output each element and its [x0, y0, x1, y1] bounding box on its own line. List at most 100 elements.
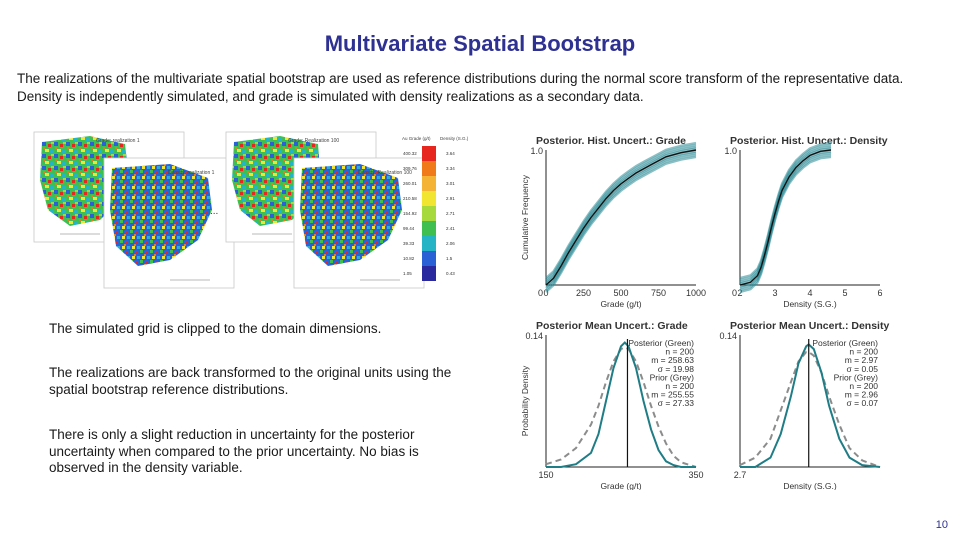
legend-density-value: 0.43 [446, 271, 455, 276]
legend-density-value: 1.5 [446, 256, 453, 261]
realization-cdf-line [739, 147, 832, 285]
realization-cdf-line [739, 145, 832, 284]
posterior-legend-title: Posterior (Green) [812, 338, 878, 348]
realization-cdf-line [739, 155, 832, 294]
bullet-back-transform: The realizations are back transformed to… [49, 365, 452, 397]
legend-color-swatch [422, 236, 436, 251]
x-tick-label: 4 [807, 288, 812, 298]
y-axis-label: Probability Density [520, 365, 530, 436]
legend-grade-value: 210.58 [403, 196, 417, 201]
page-number: 10 [935, 519, 948, 531]
legend-grade-value: 10.82 [403, 256, 415, 261]
x-tick-label: 6 [877, 288, 882, 298]
bullet-uncertainty-reduction: There is only a slight reduction in unce… [49, 427, 419, 475]
x-tick-label: 250 [576, 288, 591, 298]
density-realization-100-label: Density: Realization 100 [358, 170, 412, 176]
chart-2: Posterior. Hist. Uncert.: Density 2 3 4 5 6 0 1… [724, 135, 887, 309]
density-domain-map-100 [300, 164, 402, 266]
x-tick-label: 3 [772, 288, 777, 298]
x-axis-label: Density (S.G.) [783, 299, 837, 309]
bullet-clipped-grid: The simulated grid is clipped to the dom… [49, 321, 382, 336]
posterior-mean: m = 258.63 [651, 355, 694, 365]
x-tick-label: 750 [651, 288, 666, 298]
x-tick-label: 2 [737, 288, 742, 298]
y-tick-label: 1.0 [530, 146, 543, 156]
x-tick-label: 1000 [686, 288, 706, 298]
y-tick-label: 1.0 [724, 146, 737, 156]
realization-cdf-line [545, 150, 697, 288]
legend-color-swatch [422, 266, 436, 281]
realization-maps-figure: Grade: realization 1 Density: realizatio… [33, 131, 469, 289]
posterior-n: n = 200 [665, 347, 694, 357]
prior-sigma: σ = 0.07 [847, 398, 879, 408]
x-axis-label: Grade (g/t) [600, 299, 641, 309]
chart-3: Posterior Mean Uncert.: Grade 150 350 0.14 G… [520, 320, 704, 490]
x-axis-label: Grade (g/t) [600, 481, 641, 490]
legend-grade-value: 309.76 [403, 166, 417, 171]
ellipsis: ... [210, 206, 218, 217]
legend-grade-value: 400.32 [403, 151, 417, 156]
prior-legend-title: Prior (Grey) [834, 372, 879, 382]
prior-density-line [545, 346, 697, 468]
legend-density-value: 2.71 [446, 211, 455, 216]
chart-4: Posterior Mean Uncert.: Density 2.7 0.14 De… [719, 320, 889, 490]
realization-cdf-line [739, 150, 832, 288]
prior-sigma: σ = 27.33 [658, 398, 694, 408]
legend-density-value: 2.06 [446, 241, 455, 246]
posterior-legend-title: Posterior (Green) [628, 338, 694, 348]
prior-n: n = 200 [849, 381, 878, 391]
chart-title: Posterior. Hist. Uncert.: Grade [536, 135, 686, 147]
legend-grade-value: 99.44 [403, 226, 415, 231]
legend-color-swatch [422, 161, 436, 176]
legend-color-swatch [422, 146, 436, 161]
y-tick-label: 0 [538, 288, 543, 298]
legend-color-swatch [422, 251, 436, 266]
y-tick-label: 0.14 [525, 331, 543, 341]
prior-legend-title: Prior (Grey) [650, 372, 695, 382]
legend-grade-value: 260.01 [403, 181, 417, 186]
density-realization-1-panel: Density: realization 1 [103, 157, 235, 289]
y-tick-label: 0 [732, 288, 737, 298]
posterior-density-line [546, 341, 696, 468]
legend-header-grade: Au Grade (g/t) [402, 136, 431, 141]
realization-cdf-line [739, 141, 832, 280]
legend-color-swatch [422, 221, 436, 236]
chart-title: Posterior. Hist. Uncert.: Density [730, 135, 888, 147]
intro-paragraph: The realizations of the multivariate spa… [17, 71, 904, 104]
realization-cdf-line [739, 143, 832, 282]
chart-title: Posterior Mean Uncert.: Density [730, 320, 889, 332]
legend-density-value: 2.91 [446, 196, 455, 201]
prior-mean: m = 2.96 [845, 390, 879, 400]
x-tick-label: 5 [842, 288, 847, 298]
slide-title: Multivariate Spatial Bootstrap [324, 31, 636, 56]
x-tick-label: 0 [543, 288, 548, 298]
legend-density-value: 3.64 [446, 151, 455, 156]
realization-cdf-line [739, 151, 832, 290]
posterior-n: n = 200 [849, 347, 878, 357]
x-tick-label: 2.7 [734, 470, 747, 480]
realization-cdf-line [545, 153, 697, 291]
legend-density-value: 3.34 [446, 166, 455, 171]
posterior-sigma: σ = 19.98 [658, 364, 694, 374]
legend-grade-value: 39.33 [403, 241, 415, 246]
legend-density-value: 2.41 [446, 226, 455, 231]
x-tick-label: 150 [538, 470, 553, 480]
map-color-legend: Au Grade (g/t) Density (S.G.) 400.32 3.64… [402, 136, 469, 281]
chart-title: Posterior Mean Uncert.: Grade [536, 320, 688, 332]
y-tick-label: 0.14 [719, 331, 737, 341]
x-tick-label: 500 [613, 288, 628, 298]
legend-color-swatch [422, 176, 436, 191]
grade-realization-100-label: Grade: Realization 100 [288, 138, 339, 144]
x-axis-label: Density (S.G.) [783, 481, 837, 490]
density-domain-map-1 [110, 164, 212, 266]
legend-grade-value: 1.05 [403, 271, 412, 276]
x-tick-label: 350 [688, 470, 703, 480]
y-axis-label: Cumulative Frequency [520, 174, 530, 260]
legend-density-value: 3.01 [446, 181, 455, 186]
posterior-sigma: σ = 0.05 [847, 364, 879, 374]
realization-cdf-line [545, 155, 697, 293]
legend-color-swatch [422, 191, 436, 206]
chart-1: Posterior. Hist. Uncert.: Grade 0 250 500 75… [520, 135, 706, 309]
density-realization-1-label: Density: realization 1 [168, 170, 215, 176]
